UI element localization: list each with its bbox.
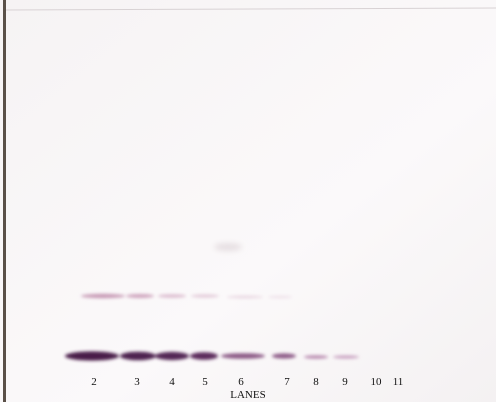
lane-label: 11	[393, 376, 404, 388]
lane-label: 4	[169, 376, 175, 388]
lane-label: 2	[91, 376, 97, 388]
lane-labels: 2 3 4 5 6 7 8 9 10 11 LANES	[91, 376, 403, 401]
lane-label: 6	[238, 376, 244, 388]
lane-label: 8	[313, 376, 319, 388]
lane-label: 5	[202, 376, 208, 388]
lower-band	[65, 351, 359, 361]
upper-band	[81, 293, 292, 299]
left-edge	[3, 0, 6, 402]
smudge	[214, 243, 242, 251]
lane-label: 7	[284, 376, 290, 388]
axis-label: LANES	[230, 389, 265, 401]
lane-label: 9	[342, 376, 348, 388]
lane-label: 10	[371, 376, 383, 388]
lane-label: 3	[134, 376, 140, 388]
top-edge	[5, 7, 496, 11]
